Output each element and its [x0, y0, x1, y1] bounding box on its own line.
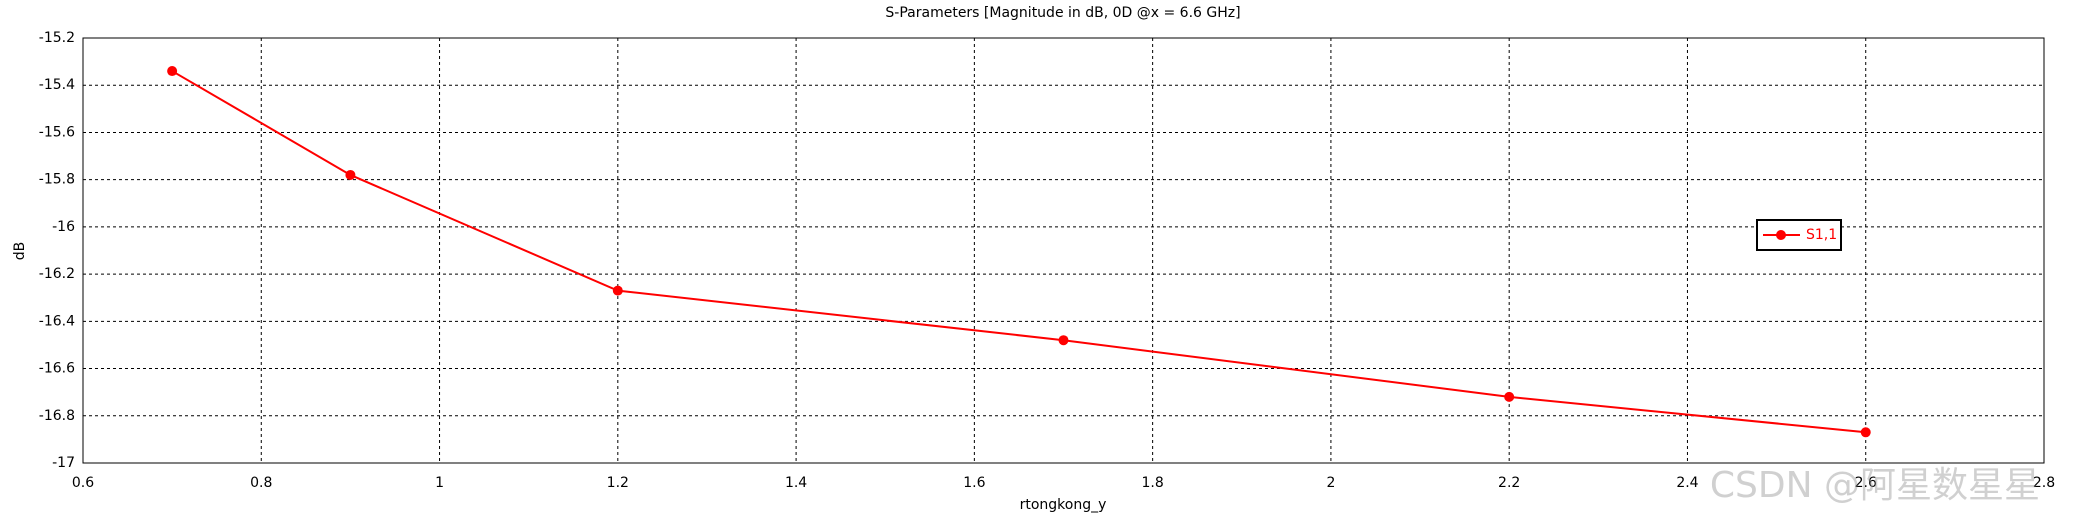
x-tick-label: 2 [1326, 475, 1335, 491]
y-tick-label: -15.6 [39, 124, 75, 140]
x-tick-label: 1.8 [1142, 475, 1164, 491]
legend-label: S1,1 [1806, 227, 1837, 243]
y-tick-label: -16.2 [39, 266, 75, 282]
plot-area [82, 37, 2045, 464]
x-tick-label: 2.8 [2033, 475, 2055, 491]
data-point [345, 169, 356, 180]
watermark: CSDN @阿星数星星 [1710, 465, 2040, 506]
x-axis-label: rtongkong_y [1020, 497, 1107, 513]
y-tick-label: -15.4 [39, 77, 75, 93]
x-tick-label: 1 [435, 475, 444, 491]
y-tick-label: -16.6 [39, 361, 75, 377]
y-tick-label: -16.8 [39, 408, 75, 424]
x-tick-label: 1.4 [785, 475, 807, 491]
x-tick-label: 1.6 [963, 475, 985, 491]
data-point [167, 66, 178, 77]
y-axis-label: dB [12, 242, 28, 261]
x-tick-label: 1.2 [607, 475, 629, 491]
series-line [171, 70, 1866, 434]
y-tick-label: -15.8 [39, 172, 75, 188]
y-tick-label: -16.4 [39, 313, 75, 329]
data-point [1058, 335, 1069, 346]
data-point [1504, 391, 1515, 402]
chart-title: S-Parameters [Magnitude in dB, 0D @x = 6… [885, 5, 1240, 21]
legend-marker [1776, 230, 1786, 240]
y-tick-label: -17 [52, 455, 75, 471]
x-tick-label: 0.8 [250, 475, 272, 491]
x-tick-label: 0.6 [72, 475, 94, 491]
x-tick-label: 2.2 [1498, 475, 1520, 491]
data-point [1860, 427, 1871, 438]
x-tick-label: 2.6 [1855, 475, 1877, 491]
x-tick-label: 2.4 [1676, 475, 1698, 491]
y-tick-label: -15.2 [39, 30, 75, 46]
y-tick-label: -16 [52, 219, 75, 235]
data-point [612, 285, 623, 296]
